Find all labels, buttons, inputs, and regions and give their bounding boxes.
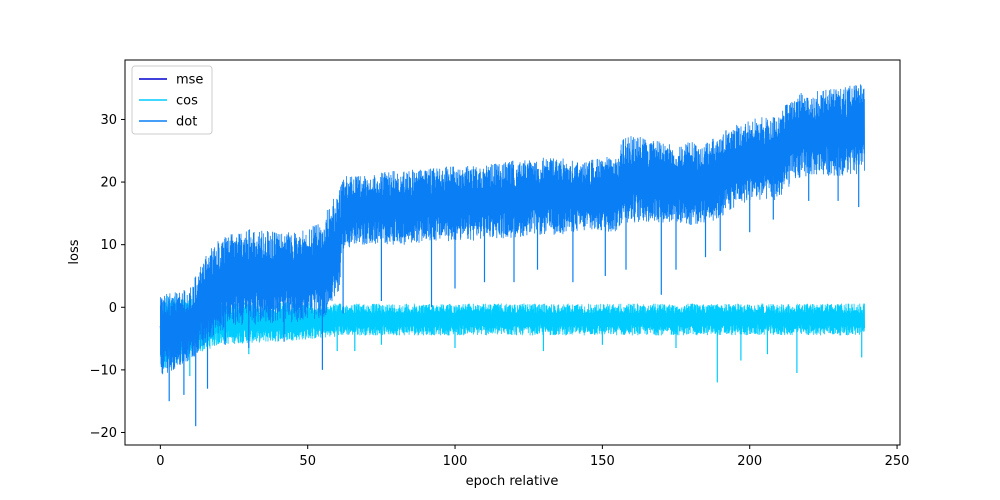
x-tick-label: 150: [590, 454, 615, 469]
x-axis: 0 50 100 150 200 250: [156, 445, 909, 469]
x-tick-label: 250: [885, 454, 910, 469]
y-tick-label: 0: [109, 301, 117, 316]
legend: mse cos dot: [131, 65, 213, 135]
series-dot: [160, 84, 865, 427]
legend-label-dot: dot: [176, 115, 197, 130]
y-tick-label: −10: [90, 363, 117, 378]
series-dot-band: [160, 84, 865, 375]
legend-label-cos: cos: [176, 94, 198, 109]
y-tick-label: 10: [100, 238, 117, 253]
plot-frame: [124, 59, 901, 446]
y-axis-label: loss: [67, 239, 82, 264]
y-tick-label: 30: [100, 113, 117, 128]
x-tick-label: 200: [737, 454, 762, 469]
x-tick-label: 0: [156, 454, 164, 469]
legend-label-mse: mse: [176, 73, 203, 88]
x-tick-label: 100: [443, 454, 468, 469]
x-tick-label: 50: [299, 454, 316, 469]
y-axis: −20 −10 0 10 20 30: [90, 113, 125, 441]
series-layer: [159, 84, 865, 427]
x-axis-label: epoch relative: [466, 474, 559, 489]
legend-box: [131, 65, 213, 135]
y-tick-label: 20: [100, 176, 117, 191]
y-tick-label: −20: [90, 426, 117, 441]
